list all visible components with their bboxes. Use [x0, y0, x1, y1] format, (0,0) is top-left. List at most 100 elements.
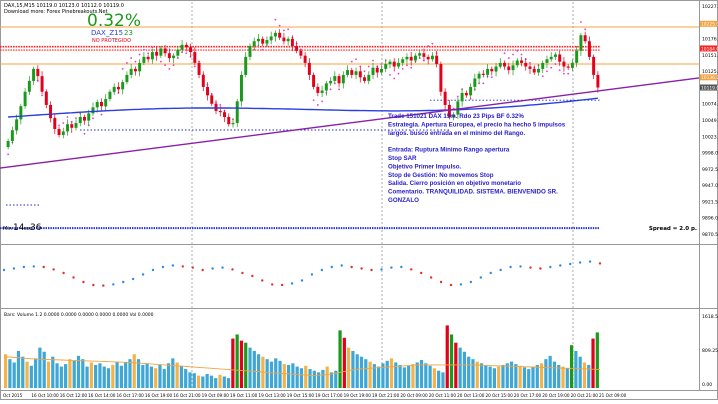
candle-body	[481, 73, 485, 75]
candle-body	[367, 74, 371, 81]
volume-bar	[89, 362, 93, 388]
candle-body	[133, 68, 137, 72]
candle-body	[104, 98, 108, 107]
candle-body	[558, 54, 562, 62]
candle-body	[256, 38, 260, 42]
sar-dot	[563, 72, 565, 75]
volume-bar	[475, 361, 479, 388]
sar-dot	[121, 67, 124, 70]
sar-dot	[567, 72, 570, 75]
volume-bar	[321, 369, 325, 388]
oscillator-point	[330, 265, 333, 269]
volume-bar	[192, 373, 196, 388]
sar-dot	[482, 82, 485, 85]
timer-prefix: Min	[3, 226, 12, 232]
time-tick-label: 20 Oct 15:00	[485, 393, 513, 398]
volume-bar	[595, 332, 599, 388]
trade-label: DAX_Z15	[91, 29, 123, 37]
oscillator-point	[310, 273, 314, 276]
sar-dot	[490, 76, 493, 79]
volume-bar	[377, 366, 381, 388]
candle-body	[341, 74, 345, 84]
time-tick-label: 19 Oct 13:00	[258, 393, 286, 398]
volume-bar	[381, 363, 385, 388]
volume-bar	[398, 364, 402, 388]
sar-dot	[274, 18, 277, 21]
oscillator-point	[112, 283, 115, 286]
sar-dot	[516, 49, 519, 52]
candle-body	[507, 66, 511, 71]
oscillator-point	[2, 268, 6, 272]
candle-body	[6, 141, 10, 148]
spread-label: Spread = 2.0 p.	[649, 226, 697, 232]
time-tick-label: 16 Oct 21:00	[173, 393, 201, 398]
sar-dot	[287, 28, 290, 31]
sar-dot	[456, 95, 459, 98]
oscillator-point	[539, 267, 542, 270]
candle-body	[358, 71, 362, 78]
volume-bar	[509, 361, 514, 388]
volume-bar	[85, 366, 89, 388]
candle-body	[265, 40, 269, 44]
price-tick-label: 10125.5	[702, 69, 718, 75]
candle-body	[324, 83, 328, 91]
oscillator-point	[340, 264, 343, 267]
candle-body	[443, 91, 447, 105]
candle-body	[49, 104, 53, 119]
volume-bar	[21, 356, 25, 388]
candle-body	[346, 70, 350, 75]
candle-body	[125, 74, 129, 83]
time-tick-label: 20 Oct 13:00	[457, 393, 485, 398]
time-tick-label: 21 Oct 09:00	[599, 393, 627, 398]
volume-bar	[368, 361, 372, 388]
volume-bar	[282, 364, 286, 388]
candle-body	[469, 86, 473, 96]
candle-body	[244, 56, 248, 75]
volume-bar	[338, 330, 342, 388]
volume-bar	[591, 338, 595, 388]
candle-body	[503, 62, 507, 67]
oscillator-point	[290, 282, 294, 285]
sar-dot	[278, 24, 281, 27]
candle-body	[384, 64, 388, 69]
oscillator-point	[72, 276, 75, 279]
oscillator-point	[449, 283, 453, 287]
volume-bar	[46, 361, 51, 388]
candle-body	[405, 56, 409, 60]
candle-body	[252, 41, 256, 47]
volume-bar	[25, 361, 29, 388]
moving-average-fast	[8, 97, 598, 118]
annotation-line: GONZALO	[388, 197, 419, 204]
candle-body	[490, 68, 494, 72]
volume-bar	[587, 364, 591, 388]
time-tick-label: 16 Oct 19:00	[145, 393, 173, 398]
volume-bar	[372, 364, 376, 388]
candle-body	[286, 38, 290, 42]
volume-bar	[239, 340, 244, 388]
oscillator-point	[400, 265, 403, 269]
volume-bar	[347, 347, 351, 388]
candle-body	[83, 116, 86, 121]
volume-bar	[154, 368, 158, 388]
volume-bar	[479, 363, 484, 388]
volume-bar	[394, 362, 398, 388]
candle-body	[320, 90, 324, 93]
sar-dot	[512, 53, 514, 56]
candle-body	[282, 37, 286, 42]
sar-dot	[7, 153, 10, 156]
candle-body	[32, 68, 36, 81]
candle-body	[430, 55, 434, 60]
volume-bar	[574, 350, 578, 388]
oscillator-point	[519, 265, 522, 268]
volume-bar	[299, 368, 304, 388]
oscillator-point	[499, 268, 502, 272]
candle-body	[392, 61, 396, 67]
candlestick-series	[6, 29, 600, 150]
sar-dot	[66, 116, 69, 118]
volume-bar	[265, 359, 269, 388]
price-axis: 10227.010202.010176.510151.010125.510100…	[700, 4, 718, 238]
candle-body	[587, 41, 591, 57]
candle-body	[231, 122, 235, 125]
volume-bar	[179, 365, 184, 388]
volume-bar	[325, 366, 329, 388]
